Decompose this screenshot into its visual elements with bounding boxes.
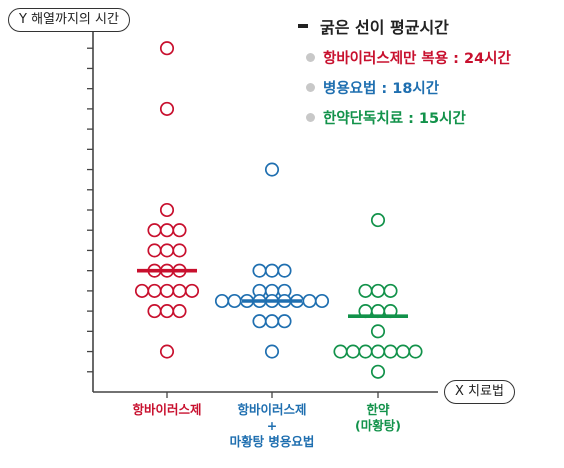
y-axis-label: Y 해열까지의 시간 xyxy=(8,8,130,32)
bullet-icon xyxy=(306,82,315,92)
category-line: + xyxy=(266,418,278,433)
data-point xyxy=(408,344,423,359)
data-point xyxy=(383,344,398,359)
data-point xyxy=(147,304,162,319)
data-point xyxy=(159,41,175,56)
data-point xyxy=(370,364,386,379)
data-point xyxy=(370,324,386,339)
category-label-antiviral: 항바이러스제 xyxy=(132,402,201,418)
data-point xyxy=(172,283,187,298)
data-point xyxy=(184,283,200,298)
data-point xyxy=(264,344,280,359)
data-point xyxy=(227,293,242,309)
data-point xyxy=(159,304,175,319)
data-point xyxy=(395,344,411,359)
data-point xyxy=(345,344,361,359)
legend-item-label: 병용요법 : 18시간 xyxy=(323,80,440,97)
category-label-herbal: 한약 (마황탕) xyxy=(355,402,401,434)
legend-item-combined: 병용요법 : 18시간 xyxy=(306,72,511,102)
series-group xyxy=(333,213,423,379)
data-point xyxy=(314,293,330,309)
data-point xyxy=(264,314,280,329)
legend-title: 굵은 선이 평균시간 xyxy=(298,10,511,42)
data-point xyxy=(147,243,162,258)
data-point xyxy=(159,202,175,218)
data-point xyxy=(333,344,348,359)
category-line: 마황탕 병용요법 xyxy=(229,434,315,449)
data-point xyxy=(302,293,317,309)
data-point xyxy=(383,283,398,298)
legend-item-antiviral: 항바이러스제만 복용 : 24시간 xyxy=(306,42,511,72)
category-line: (마황탕) xyxy=(355,418,401,433)
data-point xyxy=(252,314,267,329)
data-point xyxy=(159,101,175,116)
data-point xyxy=(277,314,292,329)
axes xyxy=(87,27,438,398)
data-point xyxy=(159,243,175,258)
data-point xyxy=(172,304,187,319)
data-point xyxy=(358,283,373,298)
data-point xyxy=(159,344,175,359)
data-point xyxy=(172,243,187,258)
legend-item-label: 한약단독치료 : 15시간 xyxy=(323,110,466,127)
data-point xyxy=(370,344,386,359)
data-point xyxy=(252,263,267,278)
scatter-marks xyxy=(134,41,423,379)
data-point xyxy=(277,263,292,278)
bullet-icon xyxy=(306,52,315,62)
category-line: 항바이러스제 xyxy=(237,402,307,417)
legend-item-herbal: 한약단독치료 : 15시간 xyxy=(306,102,511,132)
data-point xyxy=(134,283,150,298)
mean-line-icon xyxy=(298,24,308,28)
legend-item-label: 항바이러스제만 복용 : 24시간 xyxy=(323,50,511,67)
category-label-combined: 항바이러스제 + 마황탕 병용요법 xyxy=(230,402,315,450)
data-point xyxy=(214,293,230,309)
bullet-icon xyxy=(306,112,315,122)
data-point xyxy=(147,283,162,298)
data-point xyxy=(370,283,386,298)
data-point xyxy=(147,223,162,238)
legend-title-text: 굵은 선이 평균시간 xyxy=(320,18,449,37)
data-point xyxy=(172,223,187,238)
data-point xyxy=(370,213,386,228)
category-line: 한약 xyxy=(366,402,390,417)
series-group xyxy=(214,162,330,359)
series-group xyxy=(134,41,200,359)
data-point xyxy=(264,263,280,278)
data-point xyxy=(159,283,175,298)
data-point xyxy=(358,344,373,359)
data-point xyxy=(159,223,175,238)
legend: 굵은 선이 평균시간 항바이러스제만 복용 : 24시간 병용요법 : 18시간… xyxy=(298,10,511,132)
category-line: 항바이러스제 xyxy=(132,402,202,417)
x-axis-label: X 치료법 xyxy=(444,380,515,404)
data-point xyxy=(264,162,280,177)
